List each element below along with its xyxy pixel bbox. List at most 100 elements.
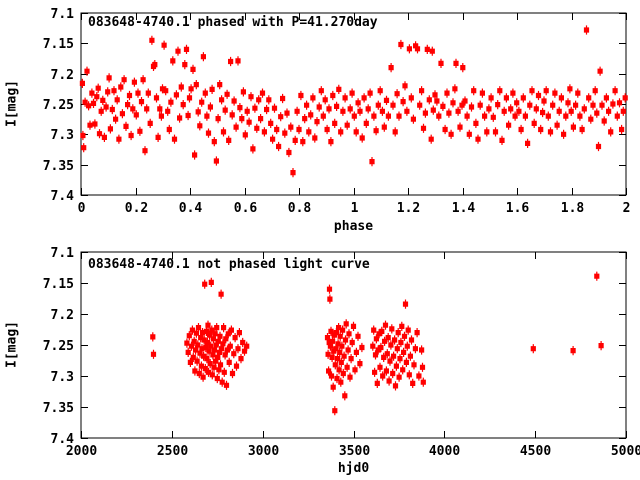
data-point	[278, 112, 284, 122]
y-tick-label: 7.4	[51, 189, 75, 204]
data-point	[282, 128, 288, 138]
data-point	[312, 133, 318, 143]
data-point	[238, 354, 244, 364]
data-point	[388, 63, 394, 73]
data-point	[290, 168, 296, 178]
data-point	[342, 391, 348, 401]
data-point	[396, 372, 402, 382]
data-point	[522, 111, 528, 121]
data-point	[346, 329, 352, 339]
data-point	[294, 106, 300, 116]
data-point	[302, 114, 308, 124]
data-point	[512, 111, 518, 121]
data-point	[473, 118, 479, 128]
data-point	[527, 100, 533, 110]
data-point	[385, 111, 391, 121]
data-point	[387, 356, 393, 366]
data-point	[395, 328, 401, 338]
data-point	[342, 93, 348, 103]
data-point	[345, 345, 351, 355]
data-point	[328, 137, 334, 147]
data-point	[227, 341, 233, 351]
data-point	[140, 75, 146, 85]
data-point	[386, 376, 392, 386]
data-point	[422, 108, 428, 118]
data-point	[583, 25, 590, 35]
data-point	[401, 347, 407, 357]
data-point	[377, 86, 383, 96]
data-point	[90, 98, 97, 108]
data-point	[568, 106, 574, 116]
data-point	[126, 90, 133, 101]
data-point	[520, 93, 526, 103]
data-point	[326, 366, 332, 376]
data-point	[259, 88, 266, 98]
data-point	[503, 93, 509, 103]
data-point	[314, 117, 320, 127]
data-point	[599, 100, 605, 110]
unphased-x-axis-label: hjd0	[337, 461, 370, 476]
data-point	[344, 362, 350, 372]
data-point	[306, 127, 312, 137]
data-point	[240, 87, 246, 97]
phased-y-axis-label: I[mag]	[4, 80, 20, 127]
data-point	[145, 88, 151, 98]
data-point	[158, 111, 164, 121]
data-point	[438, 58, 444, 68]
data-point	[556, 106, 562, 116]
data-point	[547, 127, 554, 137]
data-point	[157, 104, 163, 114]
data-point	[298, 90, 304, 101]
data-point	[326, 284, 333, 294]
data-point	[343, 319, 349, 329]
data-point	[416, 371, 422, 381]
data-point	[338, 377, 344, 387]
data-point	[244, 106, 250, 116]
data-point	[284, 108, 290, 118]
x-tick-label: 2000	[66, 444, 97, 459]
data-point	[405, 325, 411, 335]
data-point	[209, 370, 215, 380]
y-tick-label: 7.1	[51, 246, 75, 261]
x-tick-label: 0.4	[179, 201, 203, 216]
data-point	[123, 121, 129, 131]
data-point	[545, 111, 551, 121]
data-point	[361, 93, 367, 103]
data-point	[339, 341, 345, 351]
data-point	[256, 95, 262, 105]
x-tick-label: 3000	[248, 444, 279, 459]
data-point	[217, 360, 224, 370]
data-point	[218, 289, 224, 299]
data-point	[286, 147, 292, 158]
data-point	[328, 371, 335, 381]
data-point	[530, 344, 536, 354]
data-point	[220, 339, 226, 349]
data-point	[399, 321, 405, 331]
phased-plot-title: 083648-4740.1 phased with P=41.270day	[88, 15, 378, 30]
data-point	[180, 100, 186, 110]
data-point	[419, 86, 425, 96]
data-point	[116, 134, 122, 144]
data-point	[622, 93, 628, 103]
data-point	[202, 279, 208, 289]
data-point	[552, 88, 558, 98]
data-point	[199, 97, 205, 107]
data-point	[326, 104, 332, 114]
data-point	[212, 329, 218, 339]
data-point	[79, 78, 85, 88]
data-point	[202, 88, 208, 98]
data-point	[379, 106, 385, 116]
data-point	[434, 96, 440, 106]
data-point	[455, 106, 461, 116]
data-point	[588, 114, 594, 124]
data-point	[492, 127, 499, 137]
data-point	[479, 88, 485, 98]
data-point	[235, 344, 241, 354]
data-point	[270, 134, 276, 144]
data-point	[370, 341, 376, 351]
data-point	[150, 332, 156, 342]
data-point	[193, 80, 199, 90]
data-point	[398, 337, 404, 348]
data-point	[344, 120, 350, 130]
